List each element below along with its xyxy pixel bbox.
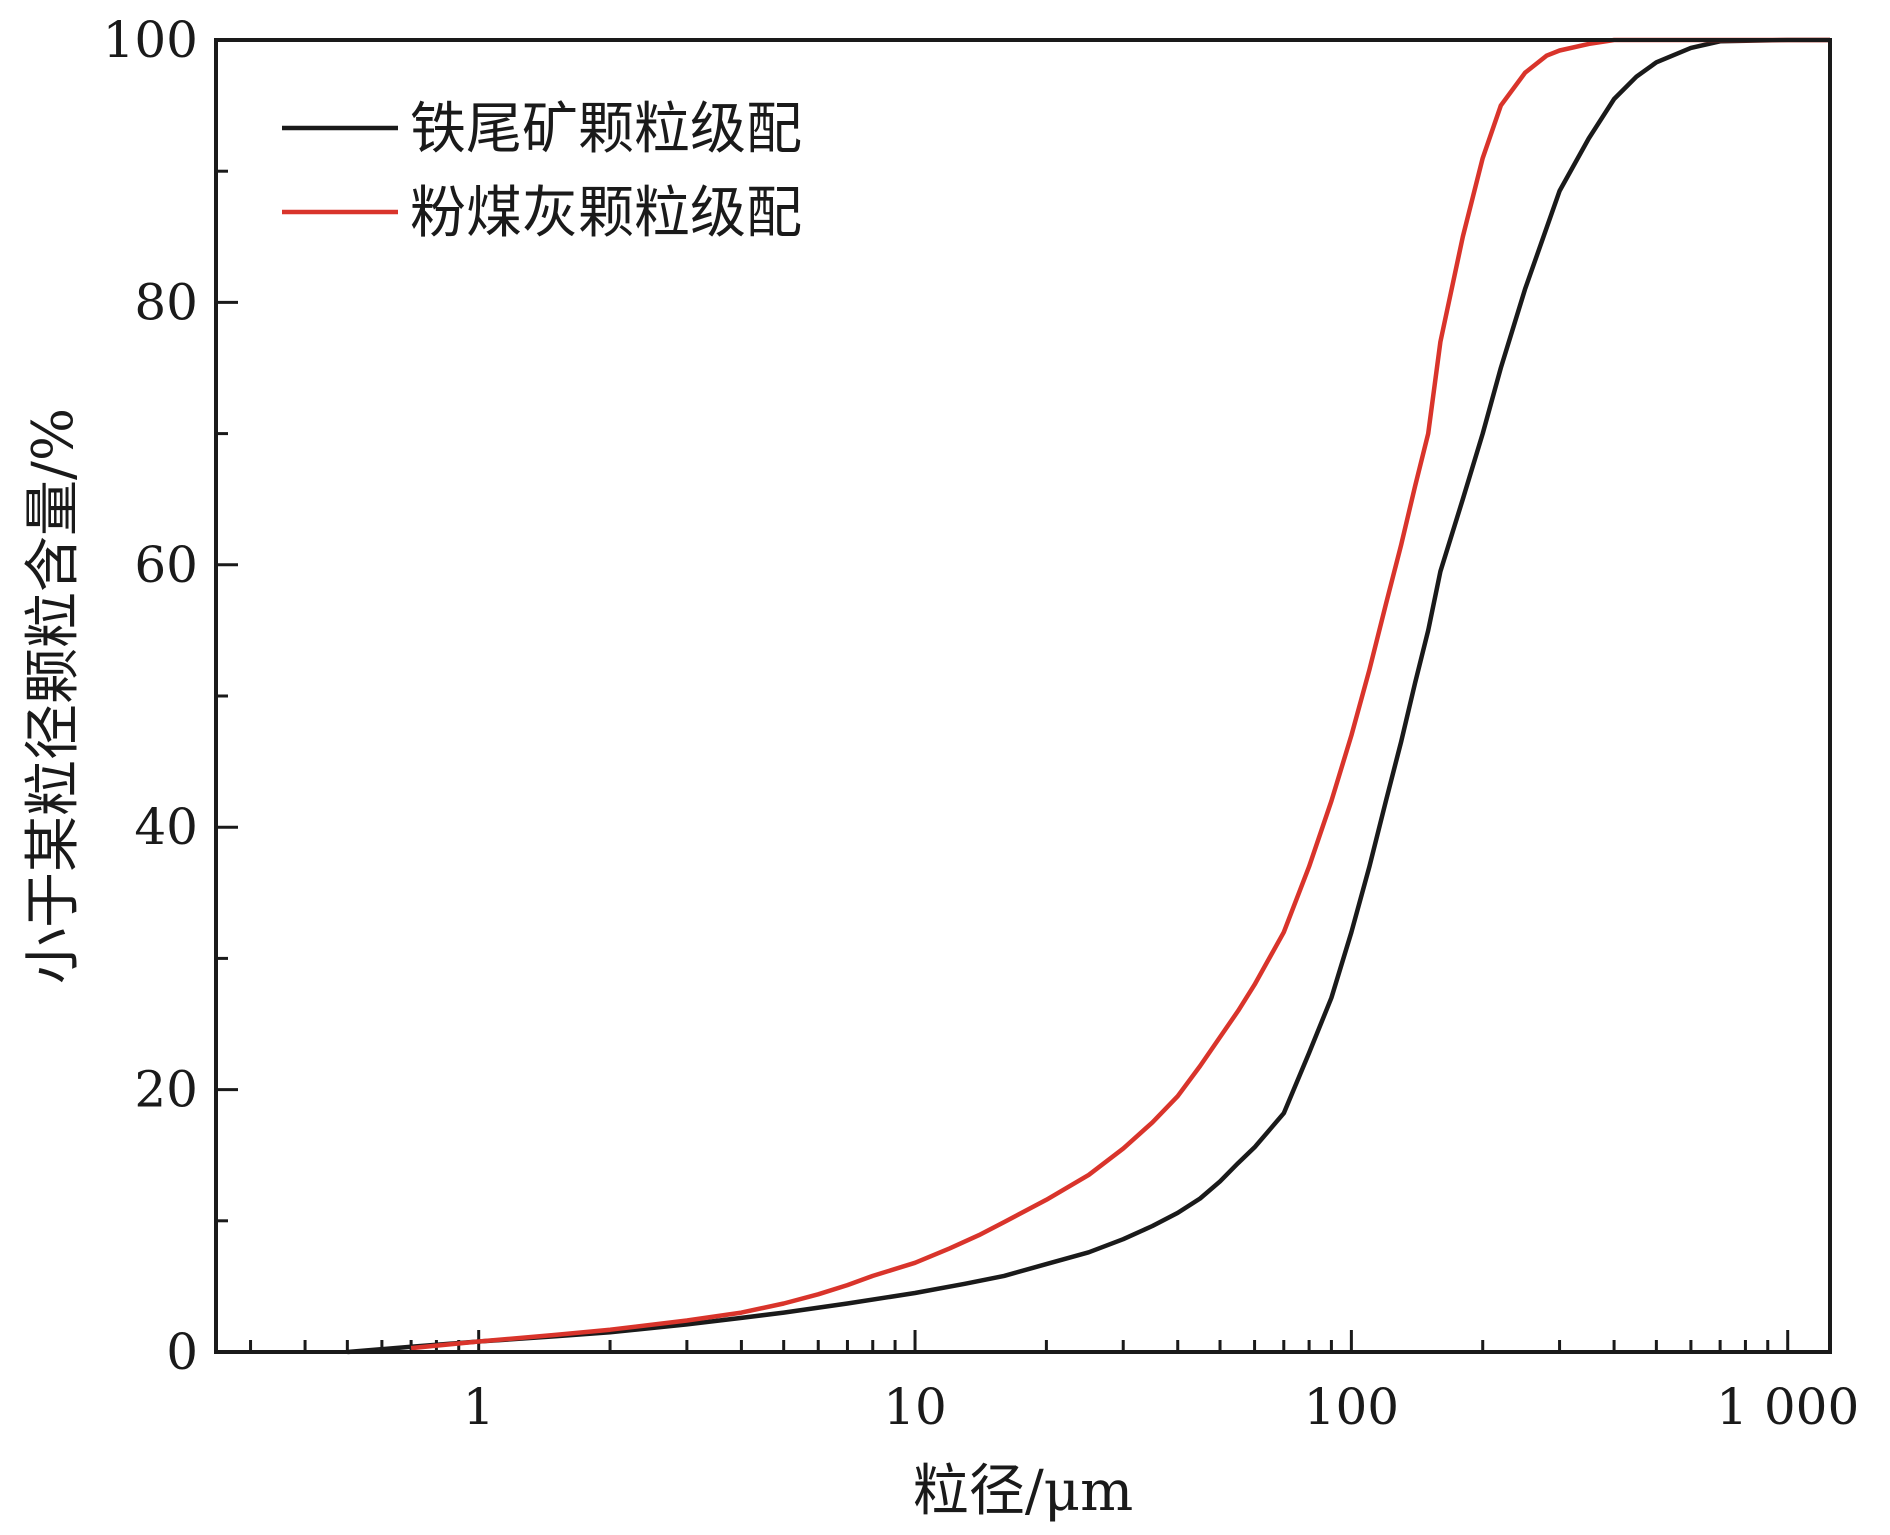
legend-label-2: 粉煤灰颗粒级配 [410, 181, 802, 246]
x-tick-label: 1 000 [1716, 1378, 1859, 1436]
series-line-1 [347, 37, 1830, 1355]
x-axis-title: 粒径/μm [913, 1459, 1133, 1524]
x-major-ticks [477, 1330, 1790, 1352]
y-tick-label: 100 [103, 11, 198, 69]
series-line-2 [410, 37, 1830, 1351]
legend-label-1: 铁尾矿颗粒级配 [410, 97, 802, 162]
y-tick-labels: 0 20 40 60 80 100 [103, 11, 198, 1381]
y-tick-label: 60 [134, 536, 198, 594]
plot-frame [214, 38, 1832, 1354]
y-tick-label: 80 [134, 273, 198, 331]
y-axis-title: 小于某粒径颗粒含量/% [21, 408, 86, 984]
x-tick-label: 1 [463, 1378, 495, 1436]
x-tick-label: 100 [1304, 1378, 1399, 1436]
y-ticks [216, 38, 238, 1354]
x-tick-label: 10 [883, 1378, 947, 1436]
y-tick-label: 0 [166, 1323, 198, 1381]
x-tick-labels: 1 10 100 1 000 [463, 1378, 1859, 1436]
y-tick-label: 40 [134, 798, 198, 856]
series-layer [347, 37, 1830, 1355]
y-tick-label: 20 [134, 1061, 198, 1119]
